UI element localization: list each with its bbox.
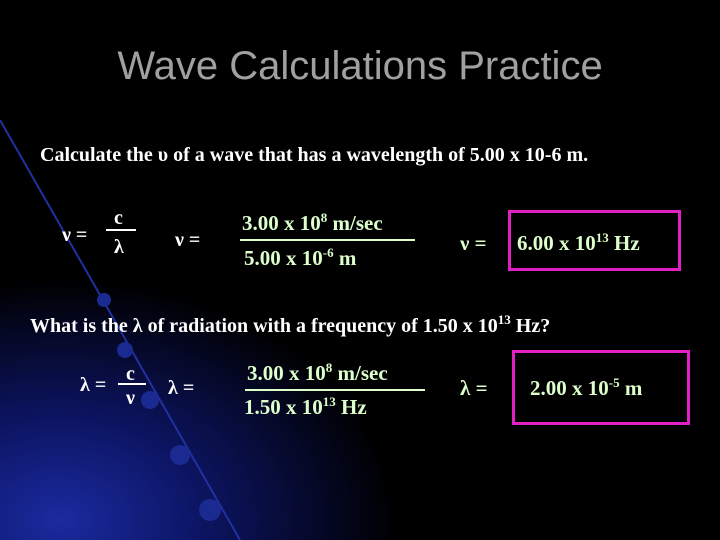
text-part: m/sec [332,211,383,235]
fraction-bar [240,239,415,241]
text-part: 3.00 x 10 [247,361,326,385]
answer: 2.00 x 10-5 m [530,375,643,400]
answer-box [512,350,690,425]
substitution-lhs: λ = [168,377,195,399]
exponent: 13 [322,394,336,409]
substitution-numerator: 3.00 x 108 m/sec [247,360,388,385]
formula-lhs: ν = [62,224,88,246]
text-part: Hz [614,231,640,255]
formula-numerator: c [114,207,123,229]
substitution-lhs: ν = [175,229,201,251]
fraction-bar [106,229,136,231]
text-part: Hz? [515,315,551,337]
formula-denominator: λ [114,236,124,258]
title: Wave Calculations Practice [117,44,603,88]
text-part: m/sec [337,361,388,385]
formula-numerator: c [126,363,135,385]
exponent: -6 [322,245,334,260]
answer-box [508,210,681,271]
substitution-denominator: 5.00 x 10-6 m [244,245,357,270]
fraction-bar [245,389,425,391]
text-part: What is the λ of radiation with a freque… [30,315,498,337]
formula-lhs: λ = [80,374,107,396]
answer-lhs: λ = [460,376,488,400]
accent-line [0,119,241,540]
substitution-denominator: 1.50 x 1013 Hz [244,394,367,419]
text-part: 3.00 x 10 [242,211,321,235]
substitution-numerator: 3.00 x 108 m/sec [242,210,383,235]
exponent: 8 [320,210,328,225]
accent-dot [141,391,159,409]
accent-dot [199,499,221,521]
accent-dot [170,445,190,465]
exponent: 13 [595,230,609,245]
text-part: 2.00 x 10 [530,376,609,400]
text-part: 1.50 x 10 [244,395,323,419]
fraction-bar [118,383,146,385]
accent-dot [117,342,133,358]
text-part: m [624,376,643,400]
text-part: Hz [341,395,367,419]
exponent: 8 [325,360,333,375]
exponent: 13 [497,312,511,327]
answer-lhs: ν = [460,231,487,255]
question: What is the λ of radiation with a freque… [30,313,551,337]
question: Calculate the υ of a wave that has a wav… [40,144,589,166]
formula-denominator: ν [126,387,135,409]
accent-dot [97,293,111,307]
text-part: m [338,246,357,270]
exponent: -5 [608,375,620,390]
text-part: 5.00 x 10 [244,246,323,270]
answer: 6.00 x 1013 Hz [517,230,640,255]
text-part: 6.00 x 10 [517,231,596,255]
